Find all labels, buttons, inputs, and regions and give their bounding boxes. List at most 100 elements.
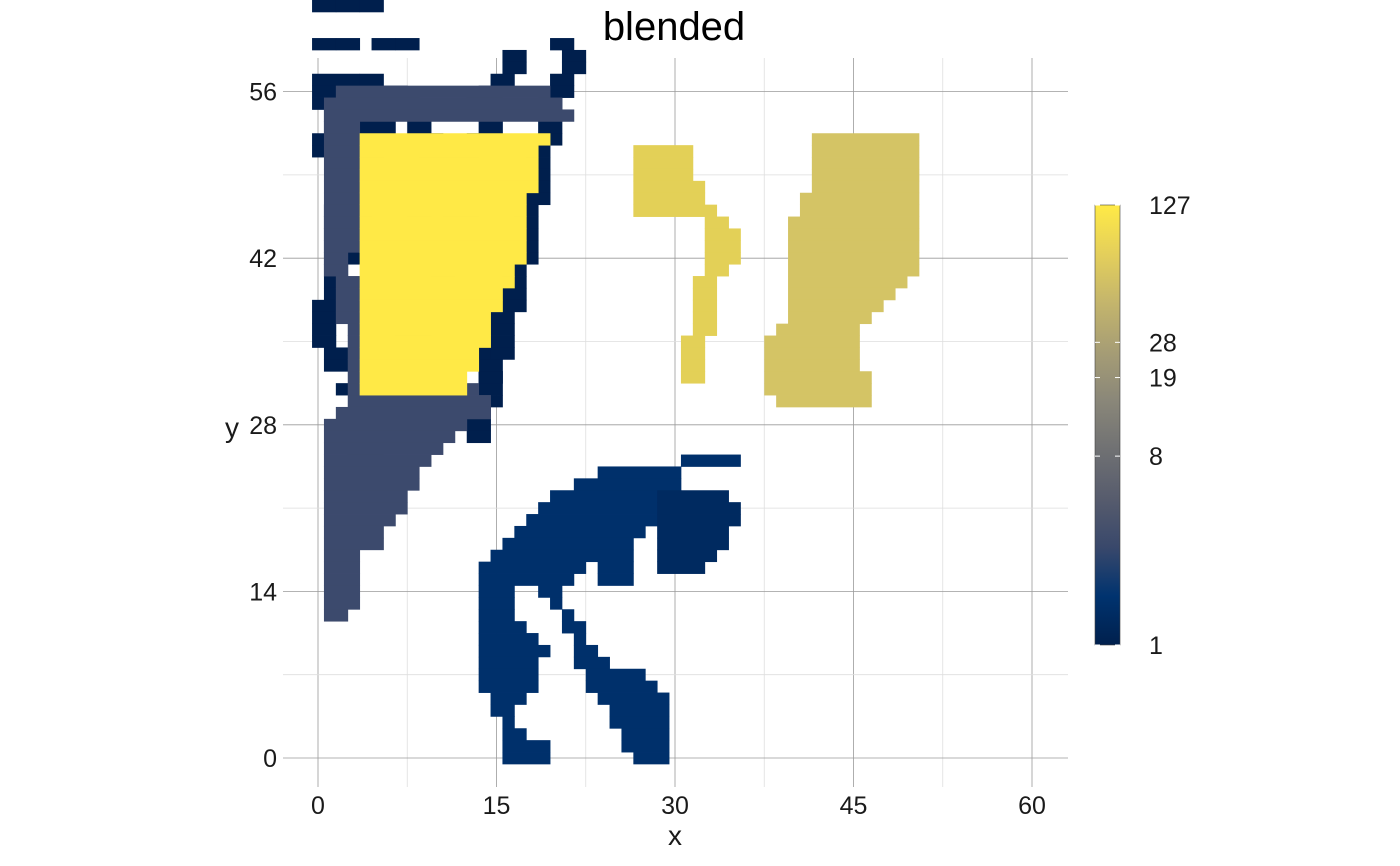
heatmap-cell	[312, 323, 337, 336]
heatmap-cell	[323, 264, 349, 277]
heatmap-cell	[597, 466, 682, 479]
heatmap-cell	[550, 73, 575, 87]
heatmap-cell	[680, 454, 741, 467]
heatmap-cell	[704, 216, 729, 229]
heatmap-cell	[323, 109, 575, 122]
heatmap-cell	[811, 157, 920, 170]
heatmap-cell	[323, 168, 361, 182]
y-tick-label: 28	[249, 412, 277, 440]
heatmap-cell	[323, 121, 361, 134]
heatmap-cell	[359, 168, 539, 182]
heatmap-cell	[799, 192, 920, 206]
heatmap-cell	[680, 347, 706, 360]
heatmap-cell	[561, 609, 575, 622]
heatmap-cell	[526, 192, 551, 206]
region-6	[359, 133, 551, 396]
heatmap-cell	[704, 252, 741, 265]
heatmap-cell	[788, 216, 920, 229]
heatmap-cell	[788, 264, 920, 277]
heatmap-cell	[323, 204, 361, 217]
heatmap-cell	[478, 573, 575, 586]
heatmap-cell	[323, 597, 361, 610]
heatmap-cell	[478, 633, 539, 646]
region-9	[657, 490, 741, 574]
heatmap-cell	[573, 656, 610, 670]
heatmap-cell	[561, 49, 587, 63]
heatmap-cell	[597, 573, 634, 586]
heatmap-cell	[323, 502, 408, 515]
heatmap-cell	[395, 38, 420, 51]
heatmap-cell	[502, 752, 551, 765]
y-tick-label: 0	[263, 745, 277, 773]
heatmap-cell	[478, 597, 515, 610]
heatmap-cell	[312, 311, 337, 325]
heatmap-cell	[478, 644, 551, 658]
heatmap-cell	[323, 252, 349, 265]
heatmap-cell	[502, 728, 527, 741]
heatmap-cell	[407, 121, 432, 134]
heatmap-cell	[323, 573, 361, 586]
heatmap-cell	[573, 644, 599, 658]
y-axis-ticks: 0 14 28 42 56	[249, 79, 277, 773]
heatmap-cell	[323, 466, 420, 479]
heatmap-cell	[347, 347, 361, 360]
heatmap-cell	[323, 537, 384, 551]
heatmap-cell	[359, 323, 491, 336]
heatmap-cell	[478, 121, 503, 134]
heatmap-cell	[764, 371, 872, 384]
heatmap-cell	[323, 478, 420, 491]
heatmap-cell	[490, 311, 515, 325]
heatmap-cell	[323, 240, 361, 253]
heatmap-cell	[490, 323, 515, 336]
heatmap-cell	[359, 73, 384, 87]
heatmap-cell	[359, 145, 539, 158]
heatmap-cell	[347, 335, 361, 348]
heatmap-cell	[478, 359, 503, 372]
y-tick-label: 14	[249, 578, 277, 606]
region-8	[764, 133, 920, 408]
heatmap-cell	[347, 323, 361, 336]
heatmap-cell	[335, 311, 361, 325]
heatmap-cell	[359, 192, 527, 206]
heatmap-cell	[764, 335, 860, 348]
heatmap-cell	[478, 680, 539, 693]
x-axis-ticks: 0 15 30 45 60	[311, 792, 1046, 820]
heatmap-cell	[561, 621, 587, 634]
heatmap-cell	[788, 299, 884, 313]
colorbar-tick-label: 8	[1149, 443, 1163, 471]
heatmap-cell	[692, 287, 718, 301]
heatmap-cell	[347, 395, 491, 408]
heatmap-cell	[359, 216, 527, 229]
heatmap-cell	[323, 454, 432, 467]
heatmap-cell	[323, 359, 349, 372]
heatmap-cell	[490, 692, 527, 705]
colorbar-tick-label: 19	[1149, 365, 1177, 393]
heatmap-cell	[478, 609, 515, 622]
heatmap-cell	[811, 168, 920, 182]
heatmap-cell	[502, 716, 515, 729]
heatmap-cell	[335, 299, 361, 313]
heatmap-cell	[657, 514, 741, 527]
heatmap-cell	[597, 692, 670, 705]
x-tick-label: 30	[661, 792, 689, 820]
heatmap-cell	[312, 38, 337, 51]
heatmap-cell	[466, 418, 491, 432]
heatmap-cell	[692, 276, 718, 289]
heatmap-cell	[680, 335, 706, 348]
heatmap-cell	[621, 740, 670, 753]
y-tick-label: 56	[249, 79, 277, 107]
heatmap-cell	[359, 359, 480, 372]
heatmap-cell	[657, 490, 729, 503]
heatmap-cell	[359, 228, 527, 241]
y-axis-title: y	[225, 412, 239, 443]
heatmap-cell	[335, 85, 551, 98]
heatmap-cell	[657, 502, 741, 515]
heatmap-cell	[323, 561, 361, 574]
heatmap-cell	[323, 97, 563, 110]
heatmap-cell	[538, 502, 670, 515]
heatmap-cell	[478, 371, 503, 384]
heatmap-cell	[573, 478, 682, 491]
heatmap-cell	[323, 180, 361, 194]
chart-title: blended	[603, 5, 745, 49]
heatmap-cell	[323, 216, 361, 229]
